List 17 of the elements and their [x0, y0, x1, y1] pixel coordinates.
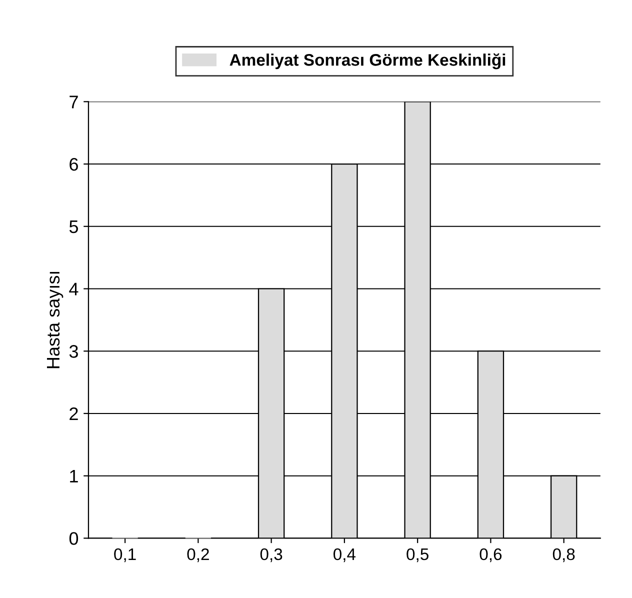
- x-tick-label: 0,5: [406, 548, 428, 562]
- legend-label: Ameliyat Sonrası Görme Keskinliği: [230, 53, 506, 70]
- y-tick-label: 6: [70, 158, 78, 171]
- y-tick-label: 7: [70, 96, 78, 108]
- y-tick-label: 5: [69, 220, 78, 234]
- x-tick-label: 0,4: [334, 548, 356, 562]
- y-tick-label: 3: [69, 345, 78, 358]
- y-tick-label: 0: [69, 532, 78, 545]
- y-tick-label: 2: [70, 407, 78, 420]
- x-tick-label: 0,8: [552, 548, 575, 562]
- y-tick-label: 1: [70, 470, 78, 482]
- x-tick-label: 0,1: [114, 548, 136, 562]
- y-tick-label: 4: [69, 282, 78, 296]
- y-axis-title: Hasta sayısı: [46, 272, 64, 368]
- x-tick-label: 0,6: [480, 548, 502, 562]
- x-tick-label: 0,2: [187, 548, 209, 562]
- x-tick-label: 0,3: [260, 548, 282, 562]
